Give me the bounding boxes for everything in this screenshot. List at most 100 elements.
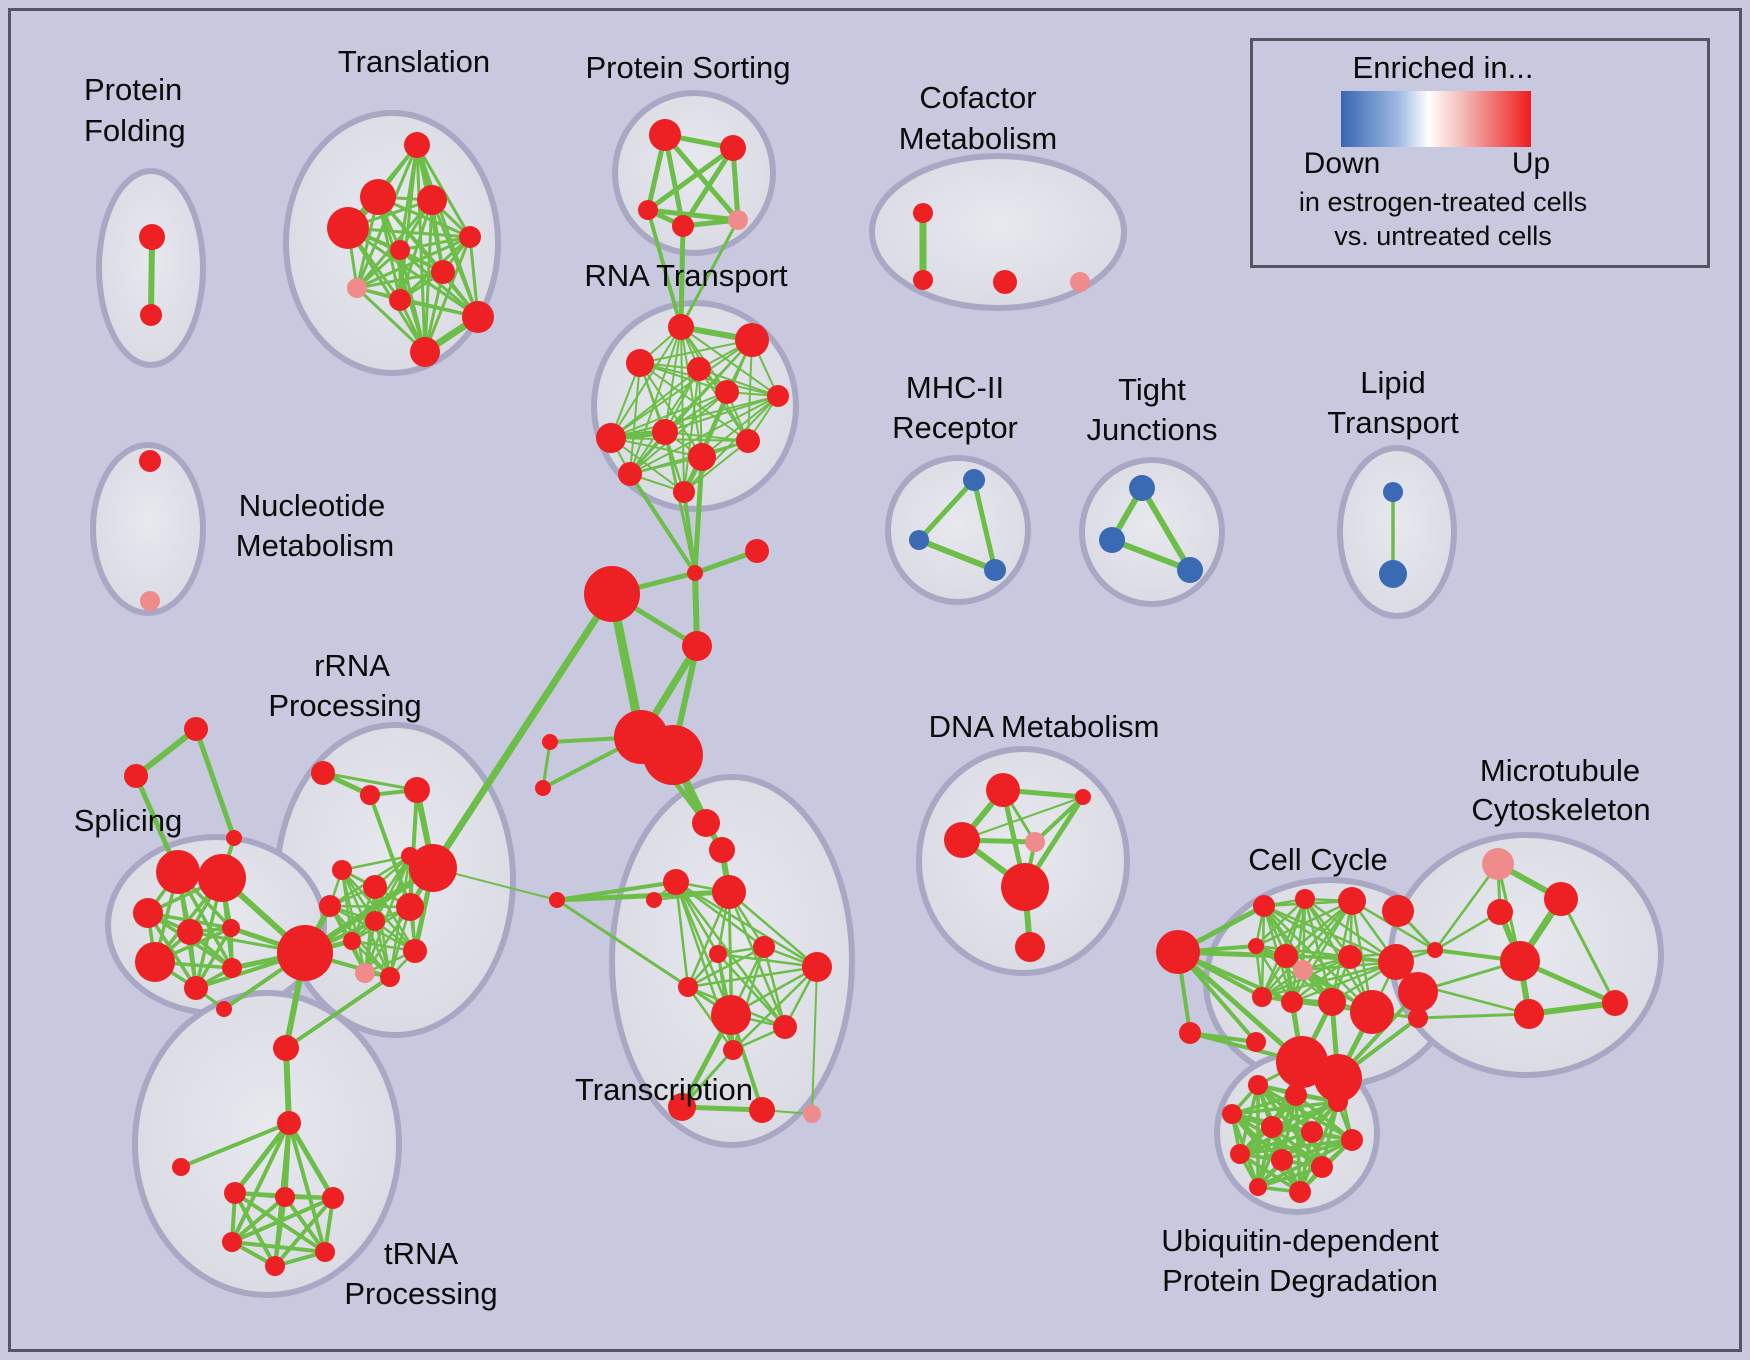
node-dn1 — [986, 773, 1020, 807]
node-sp8 — [222, 958, 242, 978]
edge — [646, 208, 683, 329]
node-mt4 — [1602, 990, 1628, 1016]
node-sp1 — [156, 850, 200, 894]
edge — [1428, 986, 1531, 1016]
node-ub11 — [1249, 1178, 1267, 1196]
legend-endpoint-labels: Down Up — [1253, 147, 1633, 185]
cluster-ellipse-cofactor-metabolism — [869, 153, 1127, 311]
cluster-label-rna-transport: RNA Transport — [584, 258, 788, 293]
edge — [1230, 1093, 1298, 1116]
edge — [683, 440, 749, 493]
cluster-label-rrna-processing: rRNA — [314, 648, 390, 683]
cluster-label-nucleotide-metabolism: Nucleotide — [239, 488, 385, 523]
legend-caption-line1: in estrogen-treated cells — [1298, 187, 1588, 217]
node-pf2 — [140, 304, 162, 326]
edge — [811, 966, 818, 1115]
edge — [1290, 955, 1352, 1004]
node-dn6 — [1015, 932, 1045, 962]
node-sp4 — [177, 919, 203, 945]
node-mt2 — [1487, 899, 1513, 925]
edge — [398, 235, 472, 252]
node-tx2 — [709, 837, 735, 863]
edge — [340, 868, 377, 923]
edge — [230, 1121, 291, 1244]
node-cc7 — [1293, 960, 1313, 980]
edge — [287, 1121, 327, 1254]
node-tniso — [172, 1158, 190, 1176]
node-tl10 — [462, 301, 494, 333]
node-cc13 — [1318, 988, 1346, 1016]
edge — [692, 454, 705, 576]
cluster-label-translation: Translation — [338, 44, 490, 79]
cluster-label-dna-metabolism: DNA Metabolism — [929, 709, 1160, 744]
edge — [1254, 899, 1354, 948]
legend-box: Enriched in... Down Up in estrogen-treat… — [1250, 38, 1710, 268]
edge — [1416, 1012, 1531, 1020]
node-rr9 — [403, 939, 427, 963]
node-ub2 — [1285, 1084, 1307, 1106]
edge — [639, 339, 753, 364]
node-sp3 — [133, 898, 163, 928]
edge — [1260, 960, 1398, 999]
node-tn3 — [322, 1187, 344, 1209]
node-cc6 — [1274, 944, 1298, 968]
node-nm2 — [140, 591, 160, 611]
cluster-label-tight-junctions: Tight — [1118, 372, 1186, 407]
edge — [680, 326, 779, 397]
node-ln1 — [542, 734, 558, 750]
edge — [698, 368, 749, 442]
node-tx8 — [678, 977, 698, 997]
node-ps4 — [672, 215, 694, 237]
cluster-label-lipid-transport: Lipid — [1360, 365, 1426, 400]
edge — [698, 368, 779, 397]
edge — [645, 145, 736, 213]
node-ln2 — [535, 780, 551, 796]
node-tx6 — [753, 936, 775, 958]
edge — [423, 235, 472, 354]
edge — [233, 1191, 277, 1268]
edge — [674, 880, 690, 989]
node-tx7 — [709, 945, 727, 963]
node-cc11 — [1252, 987, 1272, 1007]
node-cm3 — [993, 270, 1017, 294]
node-tn6 — [315, 1242, 335, 1262]
edge — [321, 771, 419, 792]
node-mtc2 — [1423, 981, 1437, 995]
node-rt11 — [618, 462, 642, 486]
edge — [971, 477, 998, 573]
cluster-label-ubiquitin-degradation: Protein Degradation — [1162, 1263, 1438, 1298]
node-pf1 — [139, 224, 165, 250]
edge — [133, 726, 199, 779]
node-ub12 — [1289, 1181, 1311, 1203]
node-rr_t3 — [404, 777, 430, 803]
edge — [355, 270, 445, 290]
edge — [629, 326, 682, 475]
node-ub7 — [1341, 1129, 1363, 1151]
node-tx4 — [712, 875, 746, 909]
nodes — [124, 119, 1628, 1276]
node-rr2 — [332, 860, 352, 880]
node-rt12 — [673, 481, 695, 503]
node-lt2 — [1379, 560, 1407, 588]
edge — [678, 223, 686, 330]
cluster-label-protein-folding: Protein — [84, 72, 182, 107]
edge — [680, 326, 749, 442]
edge — [230, 1196, 335, 1244]
node-tn1 — [224, 1182, 246, 1204]
node-nm1 — [139, 450, 161, 472]
node-ub8 — [1230, 1144, 1250, 1164]
cluster-label-protein-folding: Folding — [84, 113, 186, 148]
node-tx12 — [668, 1093, 696, 1121]
edge — [610, 391, 728, 439]
node-cc14 — [1350, 990, 1394, 1034]
node-hub2b — [643, 725, 703, 785]
edge — [674, 880, 720, 956]
edge — [1256, 1165, 1324, 1189]
edge — [346, 226, 480, 319]
node-rt9 — [688, 443, 716, 471]
node-tl1 — [404, 132, 430, 158]
node-mtp — [1482, 848, 1514, 880]
edge — [340, 868, 367, 975]
node-ln3 — [549, 892, 565, 908]
node-cc1 — [1253, 895, 1275, 917]
